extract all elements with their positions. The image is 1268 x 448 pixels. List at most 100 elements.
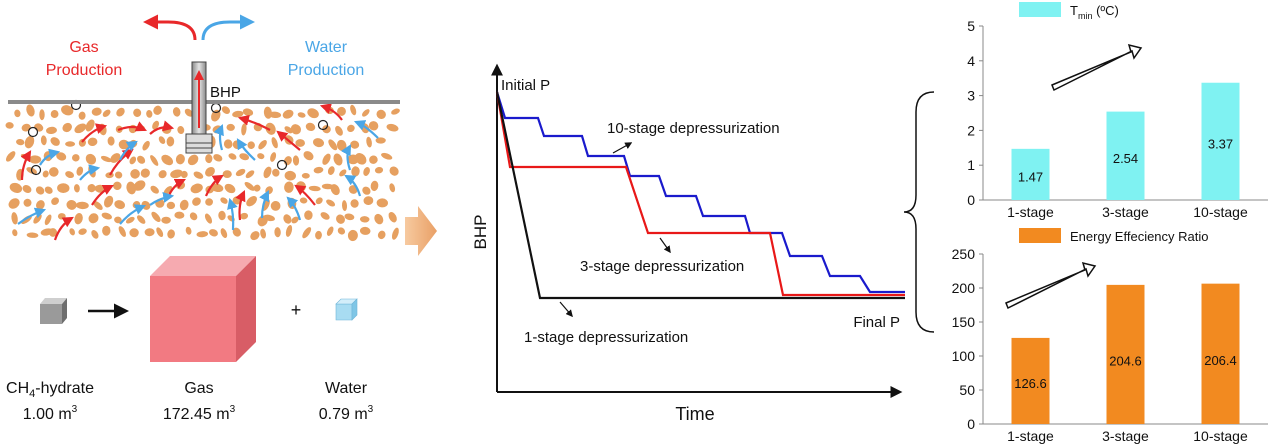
x-tick-label: 3-stage (1102, 204, 1149, 220)
bar-10-stage (1201, 82, 1240, 200)
flow-arrows (17, 103, 379, 241)
y-tick-label: 0 (967, 416, 975, 432)
water-flow-arrow (39, 148, 61, 166)
water-flow-arrow (17, 207, 47, 225)
trend-arrow (1051, 43, 1143, 92)
grain (180, 170, 188, 179)
grain (274, 227, 281, 238)
grain (308, 185, 321, 192)
grain (284, 170, 296, 181)
grain (26, 232, 39, 238)
water-flow-arrow (119, 204, 147, 225)
y-tick-label: 0 (967, 192, 975, 208)
grain (250, 231, 260, 241)
grain (36, 200, 45, 210)
gas-bubble (27, 126, 39, 138)
y-tick-label: 5 (967, 18, 975, 34)
grain (355, 153, 367, 165)
gas-flow-arrow (237, 114, 271, 131)
label-1-stage: 1-stage depressurization (524, 329, 688, 346)
bhp-label: BHP (210, 84, 241, 101)
gas-flow-arrow (53, 216, 74, 241)
grain (321, 183, 334, 190)
bar-3-stage (1106, 111, 1145, 200)
x-tick-label: 10-stage (1193, 204, 1248, 220)
y-tick-label: 200 (952, 280, 976, 296)
curve-1-stage (495, 91, 905, 300)
gas-flow-arrow (20, 150, 32, 181)
grain (381, 152, 393, 160)
grain (87, 137, 98, 147)
grain (263, 166, 272, 179)
grain (130, 169, 140, 179)
bar-value-label: 1.47 (1018, 169, 1043, 184)
grain (272, 168, 280, 177)
grain (347, 229, 358, 242)
bar-1-stage (1011, 148, 1050, 200)
grain (85, 153, 97, 165)
grain (239, 153, 250, 161)
gas-label: Gas (184, 380, 213, 397)
pointer-10-stage (612, 142, 633, 154)
grain (44, 186, 53, 194)
grain (26, 104, 35, 117)
grain (167, 229, 175, 239)
grain (330, 184, 340, 196)
grain (368, 121, 379, 131)
gas-flow-arrow (294, 184, 316, 206)
legend-swatch (1019, 228, 1061, 243)
grain (228, 153, 237, 160)
grain (166, 136, 175, 147)
grain (307, 108, 319, 119)
gas-flow-arrow (81, 123, 108, 143)
grain (177, 126, 185, 134)
grain (102, 225, 111, 236)
legend-swatch (1019, 2, 1061, 17)
grain (193, 171, 204, 179)
x-tick-label: 10-stage (1193, 428, 1248, 444)
grain (42, 170, 49, 178)
gas-volume: 172.45 m3 (163, 404, 236, 423)
grain (65, 171, 75, 179)
grain (8, 198, 20, 209)
grain (158, 136, 166, 144)
grain (158, 170, 167, 179)
grain (62, 122, 72, 133)
water-flow-arrow (236, 138, 256, 161)
grain (270, 201, 281, 211)
legend: Tmin (ºC) (1019, 2, 1119, 21)
gas-production-label-2: Production (46, 62, 123, 79)
grain (374, 213, 384, 225)
grain (113, 181, 122, 191)
grain (6, 151, 16, 162)
grain (21, 123, 31, 132)
grain (283, 214, 292, 224)
grain (205, 154, 213, 164)
grain (110, 153, 121, 163)
curly-brace (903, 91, 935, 333)
hydrate-cube (40, 298, 67, 324)
water-flow-arrow (344, 174, 362, 197)
grain (312, 138, 325, 148)
grain (270, 152, 277, 162)
energy-ratio-bar-chart: 0 50 100 150 200 250 Energy Effeciency Ratio 12… (952, 228, 1268, 444)
grain (347, 124, 355, 133)
grain (114, 216, 122, 224)
grain (133, 180, 146, 191)
grain (44, 214, 52, 226)
grain (211, 109, 221, 122)
y-tick-label: 150 (952, 314, 976, 330)
bar-value-label: 126.6 (1014, 376, 1047, 391)
grain (326, 226, 334, 236)
grain (284, 181, 294, 193)
water-flow-arrow (213, 123, 224, 151)
y-tick-label: 4 (967, 53, 975, 69)
grain (150, 185, 159, 194)
grain (292, 155, 300, 166)
grain (24, 135, 35, 149)
water-volume: 0.79 m3 (319, 404, 374, 423)
legend: Energy Effeciency Ratio (1019, 228, 1209, 244)
grain (245, 170, 255, 179)
x-axis-label: Time (675, 404, 714, 424)
